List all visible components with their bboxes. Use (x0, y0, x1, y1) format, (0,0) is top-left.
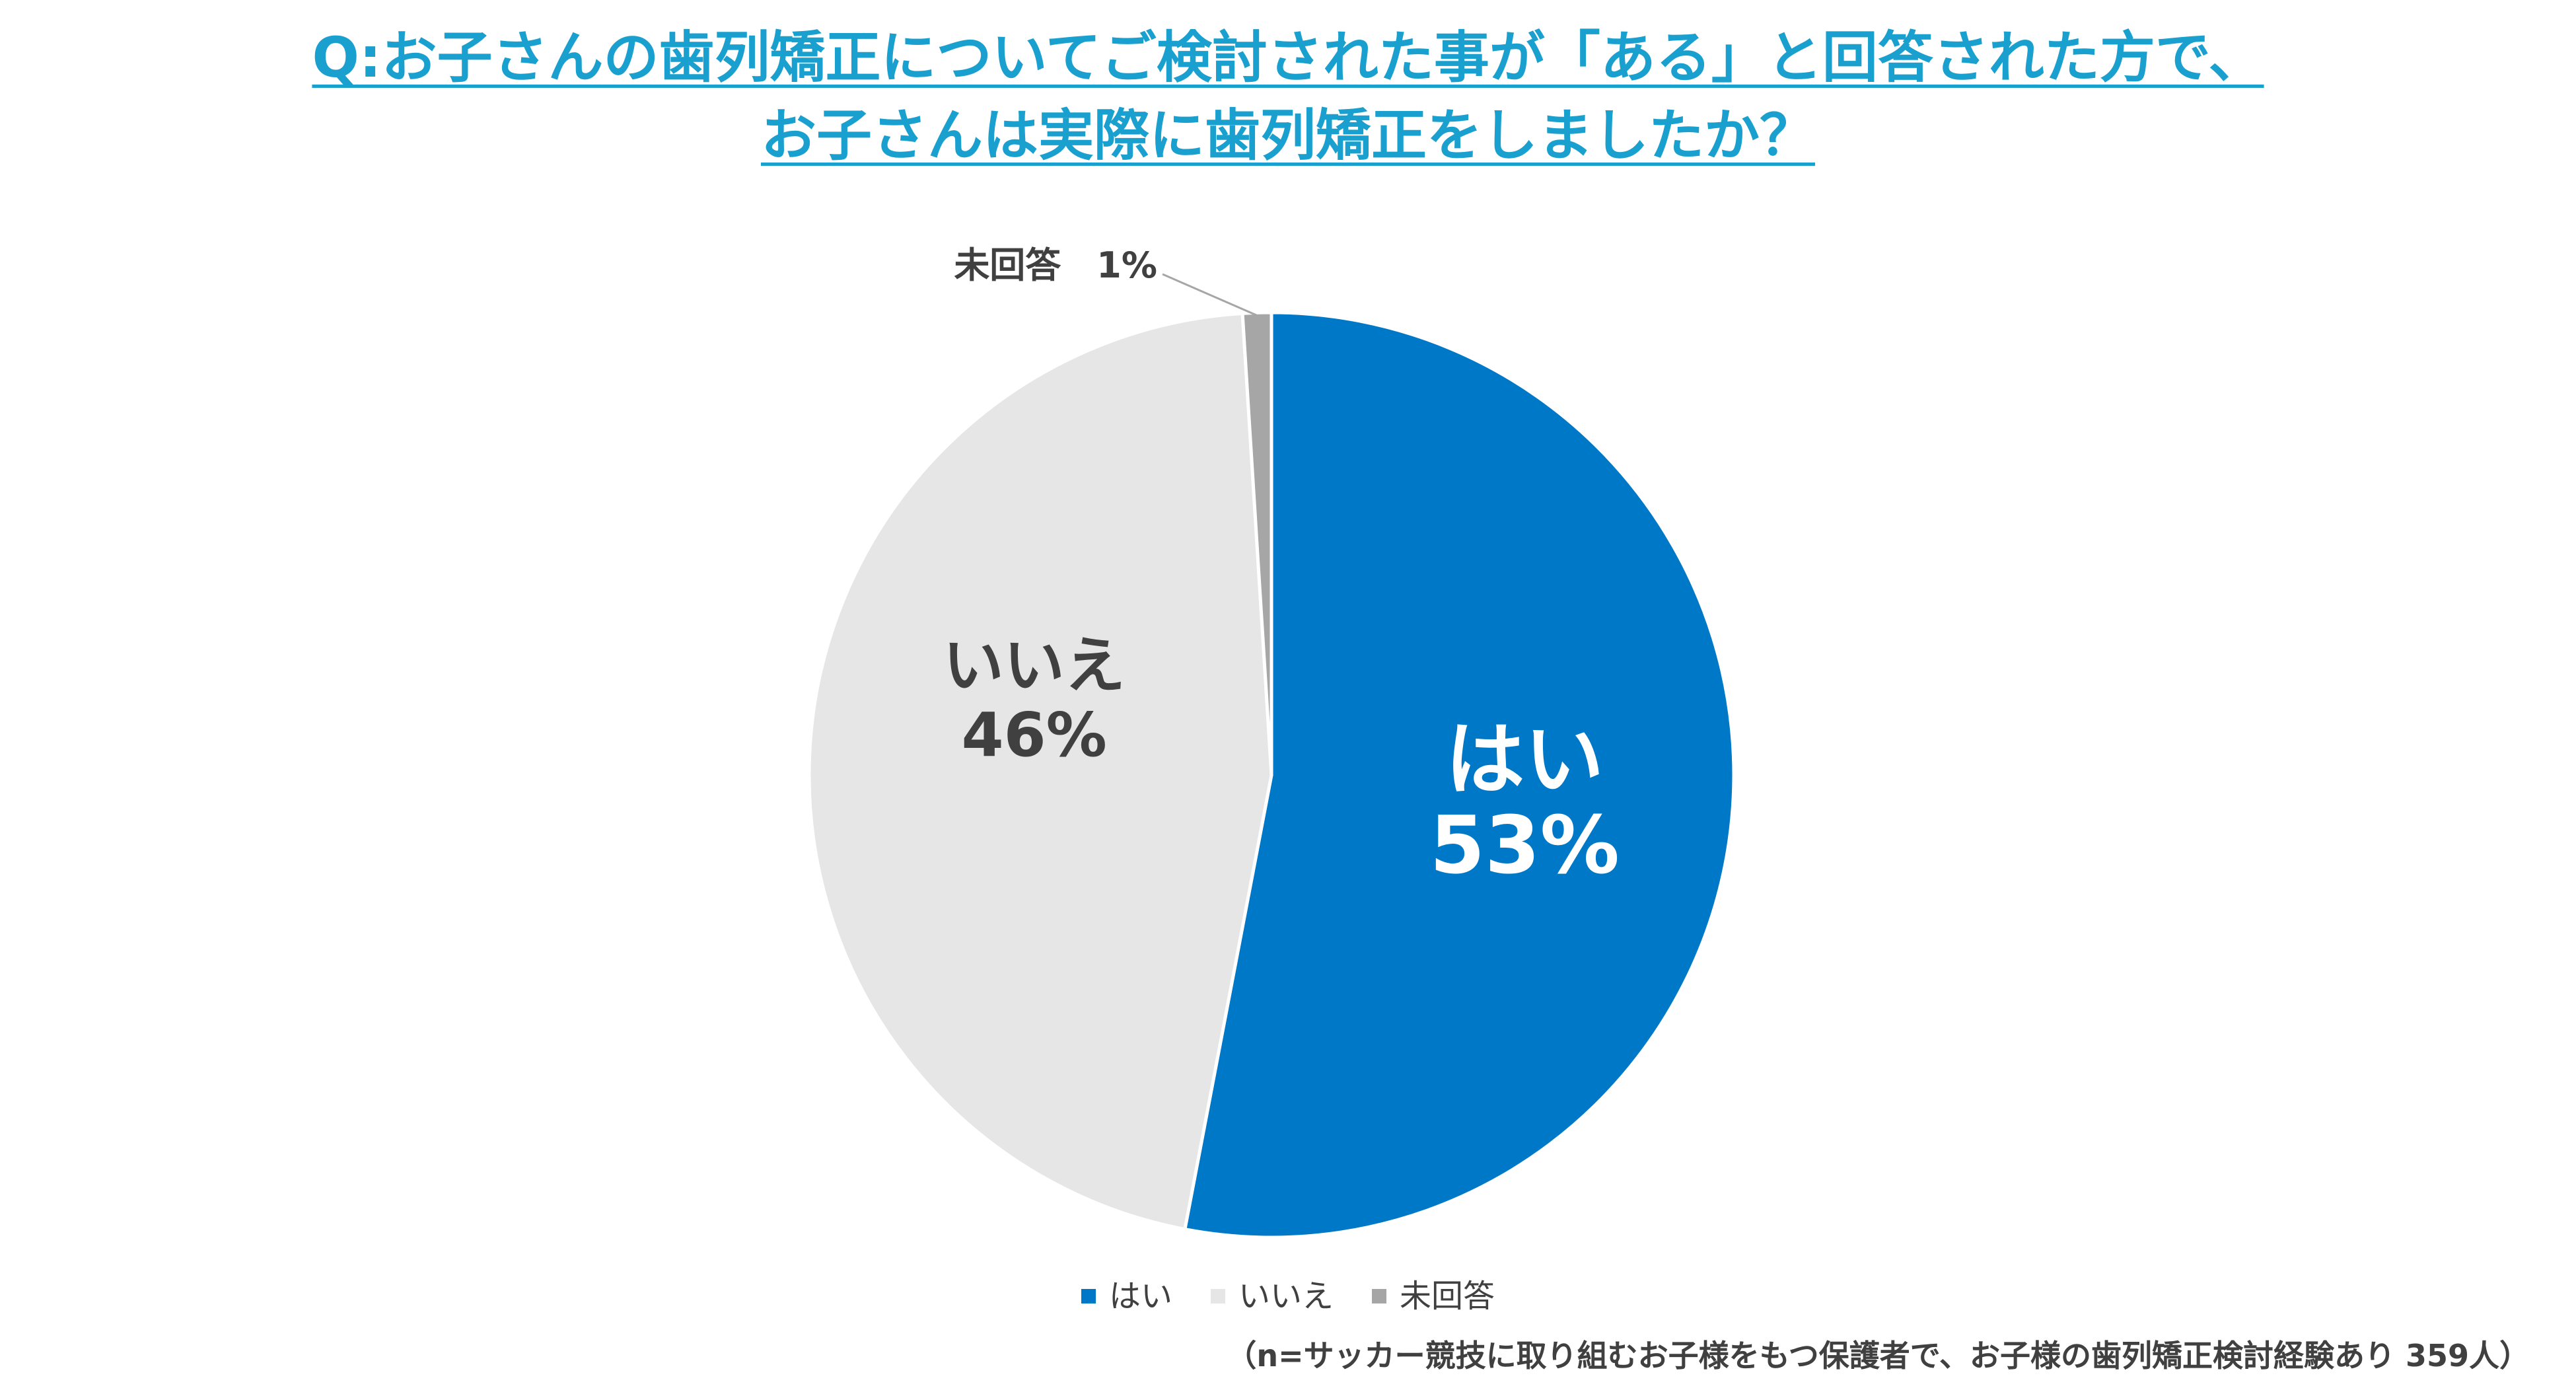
legend-label-yes: はい (1108, 1278, 1172, 1315)
na-leader-line (1162, 273, 1258, 316)
chart-title: Q:お子さんの歯列矯正についてご検討された事が「ある」と回答された方で、 お子さ… (0, 18, 2576, 174)
chart-title-line2: お子さんは実際に歯列矯正をしましたか？ (760, 103, 1815, 168)
slice-label-yes-name: はい (1445, 714, 1604, 806)
slice-label-yes-value: 53% (1430, 800, 1620, 892)
slice-label-no-name: いいえ (943, 630, 1126, 701)
slice-label-no-value: 46% (962, 700, 1107, 770)
pie-slice-no (807, 311, 1273, 1231)
legend-item-yes: はい (1081, 1276, 1172, 1316)
legend-swatch-no (1210, 1289, 1225, 1303)
pie-slice-yes (1183, 311, 1736, 1239)
pie-slice-labels: はい 53% いいえ 46% 未回答 1% (943, 244, 1620, 892)
pie-slices (807, 311, 1736, 1239)
legend-swatch-yes (1081, 1289, 1096, 1303)
chart-title-line1: Q:お子さんの歯列矯正についてご検討された事が「ある」と回答された方で、 (312, 25, 2264, 90)
legend-item-no: いいえ (1210, 1276, 1334, 1316)
slice-label-na: 未回答 1% (954, 244, 1157, 286)
legend-item-na: 未回答 (1372, 1276, 1495, 1316)
legend-swatch-na (1372, 1289, 1386, 1303)
legend-label-no: いいえ (1238, 1278, 1334, 1315)
legend-label-na: 未回答 (1400, 1278, 1495, 1315)
legend: はい いいえ 未回答 (0, 1276, 2576, 1316)
footnote: （n=サッカー競技に取り組むお子様をもつ保護者で、お子様の歯列矯正検討経験あり … (1226, 1338, 2530, 1374)
pie-slice-na (1240, 311, 1273, 777)
